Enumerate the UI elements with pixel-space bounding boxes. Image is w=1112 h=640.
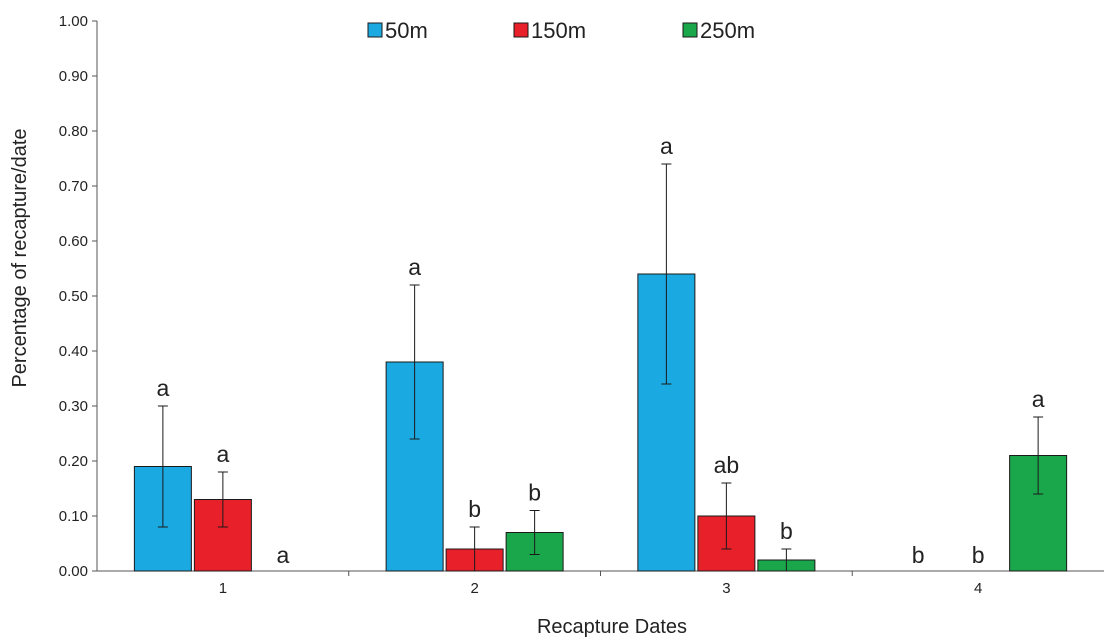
significance-label: ab [714, 452, 740, 478]
y-tick-label: 1.00 [59, 13, 88, 30]
significance-label: b [528, 480, 541, 506]
significance-label: b [972, 542, 985, 568]
x-tick-label: 3 [722, 580, 730, 597]
legend-swatch-50m [367, 22, 383, 38]
significance-label: b [468, 496, 481, 522]
legend-label: 150m [531, 18, 586, 43]
significance-label: a [660, 133, 673, 159]
y-tick-label: 0.40 [59, 343, 88, 360]
significance-label: a [156, 375, 169, 401]
x-tick-label: 2 [470, 580, 478, 597]
y-tick-label: 0.50 [59, 288, 88, 305]
y-tick-label: 0.30 [59, 398, 88, 415]
x-axis-title: Recapture Dates [537, 616, 687, 638]
significance-label: b [780, 518, 793, 544]
axes: 0.00 0.10 0.20 0.30 0.40 0.50 0.60 0.70 0.80 0.90… [59, 13, 1104, 597]
x-tick-label: 4 [974, 580, 982, 597]
legend-label: 250m [700, 18, 755, 43]
significance-label: b [912, 542, 925, 568]
y-tick-label: 0.90 [59, 68, 88, 85]
y-tick-label: 0.60 [59, 233, 88, 250]
y-tick-label: 0.20 [59, 453, 88, 470]
legend: 50m 150m 250m [367, 18, 755, 43]
y-tick-label: 0.10 [59, 508, 88, 525]
legend-swatch-250m [682, 22, 698, 38]
x-tick-label: 1 [219, 580, 227, 597]
y-tick-label: 0.00 [59, 563, 88, 580]
significance-label: a [1032, 386, 1045, 412]
significance-label: a [408, 254, 421, 280]
significance-label: a [276, 542, 289, 568]
legend-swatch-150m [513, 22, 529, 38]
significance-label: a [216, 441, 229, 467]
y-tick-label: 0.80 [59, 123, 88, 140]
legend-label: 50m [385, 18, 428, 43]
y-tick-label: 0.70 [59, 178, 88, 195]
y-axis-title: Percentage of recapture/date [9, 128, 31, 387]
